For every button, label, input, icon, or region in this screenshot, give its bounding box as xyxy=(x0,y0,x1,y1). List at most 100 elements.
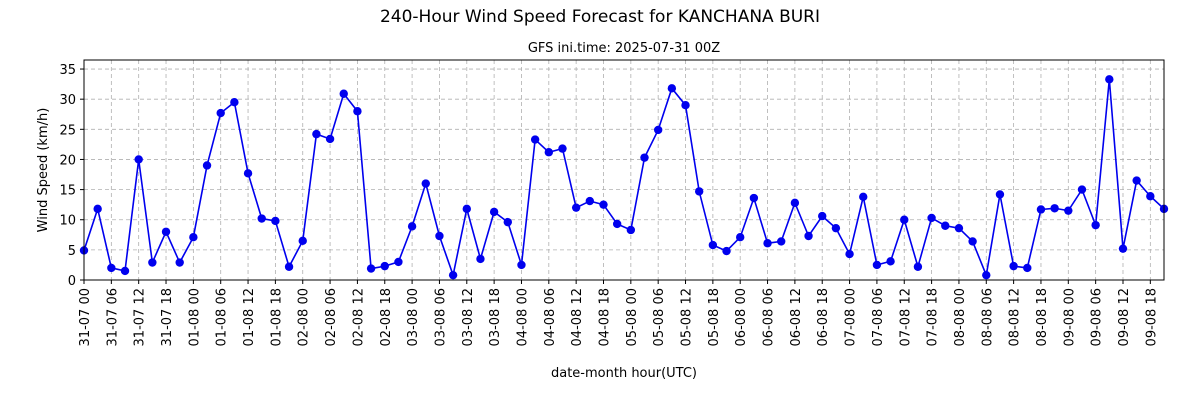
data-point xyxy=(284,262,294,271)
x-tick-label: 09-08 18 xyxy=(1144,288,1159,346)
data-point xyxy=(435,231,444,241)
data-point xyxy=(421,179,430,188)
x-tick-label: 02-08 06 xyxy=(324,288,339,346)
data-point xyxy=(216,108,225,118)
data-point xyxy=(1105,75,1114,84)
x-tick-label: 06-08 12 xyxy=(789,288,804,346)
data-point xyxy=(954,223,964,233)
x-tick-label: 01-08 12 xyxy=(242,288,257,346)
data-point xyxy=(243,169,253,178)
x-tick-label: 01-08 00 xyxy=(187,288,202,346)
x-tick-label: 05-08 18 xyxy=(707,288,722,346)
data-point xyxy=(845,249,854,259)
data-point xyxy=(1023,263,1032,273)
x-tick-label: 31-07 00 xyxy=(78,288,93,346)
x-tick-label: 31-07 18 xyxy=(160,288,175,346)
data-point xyxy=(380,261,389,271)
x-tick-label: 09-08 06 xyxy=(1090,288,1105,346)
data-point xyxy=(927,213,936,223)
data-point xyxy=(120,266,130,276)
data-point xyxy=(1077,185,1087,194)
y-tick-label: 35 xyxy=(59,63,76,78)
data-point xyxy=(640,153,649,162)
data-point xyxy=(571,203,581,212)
data-point xyxy=(1009,261,1018,271)
data-point xyxy=(107,263,116,273)
data-point xyxy=(1118,244,1128,253)
x-tick-label: 06-08 00 xyxy=(734,288,749,346)
y-tick-label: 10 xyxy=(59,214,76,229)
data-point xyxy=(257,214,266,223)
data-point xyxy=(394,257,403,267)
data-point xyxy=(763,239,772,248)
data-point xyxy=(407,222,417,231)
x-tick-label: 08-08 18 xyxy=(1035,288,1050,346)
data-point xyxy=(1091,220,1100,230)
y-tick-label: 0 xyxy=(68,274,76,289)
data-point xyxy=(886,257,895,266)
data-point xyxy=(708,240,718,250)
x-tick-label: 08-08 06 xyxy=(980,288,995,346)
data-point xyxy=(1064,206,1073,215)
x-tick-label: 03-08 12 xyxy=(461,288,476,346)
x-tick-label: 09-08 12 xyxy=(1117,288,1132,346)
x-tick-label: 02-08 18 xyxy=(379,288,394,346)
data-point xyxy=(968,237,977,246)
x-tick-label: 31-07 12 xyxy=(133,288,148,346)
x-tick-label: 05-08 00 xyxy=(625,288,640,346)
data-point xyxy=(913,262,923,271)
x-tick-label: 08-08 00 xyxy=(953,288,968,346)
data-point xyxy=(489,207,499,217)
x-tick-label: 02-08 00 xyxy=(297,288,312,346)
x-axis-label: date-month hour(UTC) xyxy=(551,366,697,381)
data-point xyxy=(831,223,841,233)
x-tick-label: 06-08 06 xyxy=(762,288,777,346)
data-point xyxy=(148,258,157,267)
data-point xyxy=(872,260,882,270)
x-tick-label: 08-08 12 xyxy=(1008,288,1023,346)
x-axis-ticks: 31-07 00 31-07 06 31-07 12 31-07 18 01-08 00… xyxy=(78,280,1159,346)
data-point xyxy=(804,231,813,241)
data-point xyxy=(667,84,677,93)
data-point xyxy=(736,233,745,242)
x-tick-label: 05-08 12 xyxy=(680,288,695,346)
data-point xyxy=(1036,205,1046,214)
data-point xyxy=(366,264,376,273)
y-tick-label: 20 xyxy=(59,153,76,168)
data-point xyxy=(544,148,554,157)
data-point xyxy=(653,125,663,135)
y-tick-label: 15 xyxy=(59,184,76,199)
chart-subtitle: GFS ini.time: 2025-07-31 00Z xyxy=(528,41,720,56)
chart-title: 240-Hour Wind Speed Forecast for KANCHAN… xyxy=(380,7,820,27)
data-point xyxy=(777,237,786,246)
data-point xyxy=(134,155,143,164)
x-tick-label: 01-08 06 xyxy=(215,288,230,346)
data-point xyxy=(749,193,759,203)
data-point xyxy=(626,225,636,235)
data-point xyxy=(298,236,307,246)
data-point xyxy=(941,221,950,230)
x-tick-label: 03-08 18 xyxy=(488,288,503,346)
wind-speed-markers xyxy=(79,75,1169,280)
data-point xyxy=(517,260,526,270)
data-point xyxy=(818,211,827,221)
x-tick-label: 31-07 06 xyxy=(105,288,120,346)
data-point xyxy=(1050,204,1059,213)
x-tick-label: 01-08 18 xyxy=(269,288,284,346)
x-tick-label: 03-08 06 xyxy=(433,288,448,346)
data-point xyxy=(312,129,321,139)
x-tick-label: 02-08 12 xyxy=(351,288,366,346)
data-point xyxy=(722,246,731,256)
data-point xyxy=(694,187,704,196)
data-point xyxy=(982,270,991,280)
data-point xyxy=(161,227,171,236)
data-point xyxy=(230,97,239,107)
data-point xyxy=(1146,192,1155,201)
x-tick-label: 06-08 18 xyxy=(816,288,831,346)
y-axis-label: Wind Speed (km/h) xyxy=(36,108,51,233)
data-point xyxy=(995,190,1005,199)
y-tick-label: 5 xyxy=(68,244,76,259)
data-point xyxy=(790,198,800,208)
data-point xyxy=(353,107,362,116)
